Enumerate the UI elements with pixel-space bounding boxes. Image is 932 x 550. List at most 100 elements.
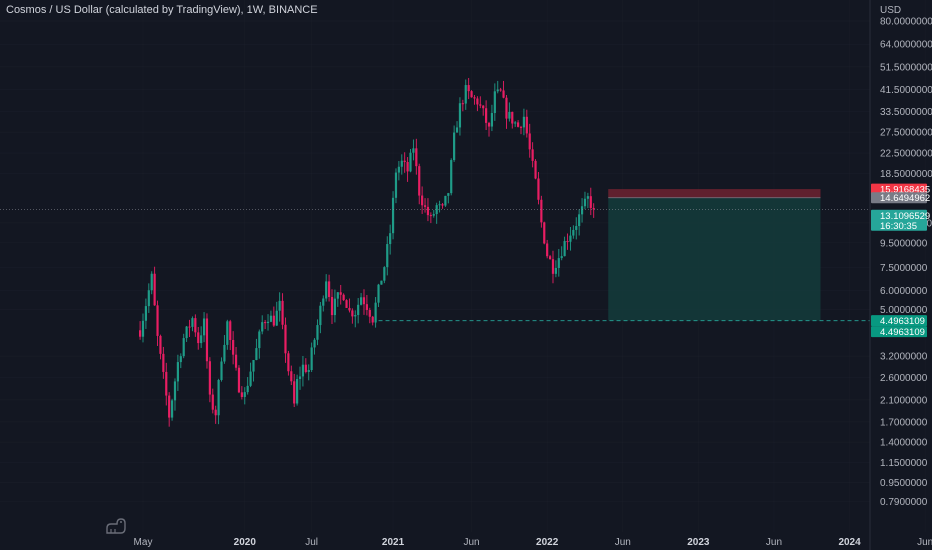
- candle: [441, 203, 444, 209]
- candle-body: [342, 294, 345, 301]
- time-tick-label: May: [134, 537, 153, 548]
- tradingview-logo-icon[interactable]: [104, 516, 130, 534]
- candle-body: [487, 122, 491, 127]
- candle: [284, 317, 287, 363]
- time-axis[interactable]: May 2020 Jul 2021 Jun 2022 Jun 2023 Jun 2024 Jun: [134, 537, 932, 548]
- candle-body: [188, 326, 191, 328]
- candle-body: [482, 105, 485, 109]
- candle-body: [572, 229, 575, 236]
- chart-title: Cosmos / US Dollar (calculated by Tradin…: [6, 4, 318, 16]
- candle: [464, 79, 467, 110]
- candle-body: [266, 321, 270, 324]
- candle-body: [423, 205, 427, 207]
- candle-body: [220, 361, 223, 380]
- candle-body: [138, 330, 142, 337]
- candle: [357, 298, 360, 324]
- candle: [202, 312, 206, 343]
- candle-body: [202, 318, 206, 336]
- candle-body: [348, 307, 351, 311]
- candle: [287, 350, 290, 376]
- price-tag-value: 4.4963109: [880, 316, 925, 327]
- candle: [551, 250, 555, 284]
- candle-body: [516, 122, 520, 127]
- candle: [150, 271, 153, 295]
- take-profit-zone[interactable]: [608, 197, 821, 321]
- candle: [511, 111, 514, 129]
- candle: [450, 158, 453, 196]
- price-tag-background: [871, 183, 927, 195]
- candle-body: [234, 354, 238, 368]
- candle-body: [409, 152, 412, 172]
- candle-body: [319, 305, 322, 326]
- candle-body: [258, 331, 261, 349]
- candle: [336, 291, 339, 307]
- candle: [153, 266, 156, 306]
- candle-body: [336, 292, 339, 299]
- candle: [258, 329, 261, 359]
- candle-body: [432, 214, 435, 216]
- price-tag-value: 13.1096529: [880, 211, 930, 222]
- candle-body: [403, 160, 406, 162]
- candle: [176, 354, 179, 391]
- candle-body: [496, 89, 499, 92]
- short-position-tool[interactable]: [608, 189, 821, 321]
- stop-loss-zone[interactable]: [608, 189, 821, 198]
- candle-body: [386, 244, 389, 268]
- time-tick-label: Jun: [917, 537, 932, 548]
- candle-body: [357, 304, 360, 315]
- candle: [455, 121, 459, 133]
- price-tag-entry: 14.6494962: [871, 192, 930, 204]
- candle: [458, 97, 462, 136]
- price-tick-label: 1.7000000: [880, 417, 928, 428]
- price-lines: [0, 208, 870, 322]
- candle-body: [310, 347, 313, 371]
- candle-body: [351, 310, 354, 317]
- candle: [432, 210, 435, 218]
- candle: [246, 377, 249, 395]
- candle: [237, 365, 241, 394]
- candle-body: [264, 322, 267, 324]
- candle: [266, 314, 270, 331]
- candle: [243, 387, 246, 405]
- candle-body: [293, 381, 296, 404]
- candle: [502, 80, 505, 99]
- price-tick-label: 22.5000000: [880, 149, 932, 160]
- candle-body: [450, 160, 453, 194]
- candle: [505, 95, 508, 129]
- price-tick-label: 1.4000000: [880, 438, 928, 449]
- price-tag-value: 4.4963109: [880, 327, 925, 338]
- candle: [229, 319, 232, 351]
- candle-body: [426, 206, 430, 216]
- price-tick-label: 2.1000000: [880, 395, 928, 406]
- candle-body: [377, 284, 380, 303]
- candle: [275, 301, 278, 326]
- candle: [426, 198, 430, 222]
- candle: [586, 192, 589, 209]
- candle: [423, 198, 427, 213]
- candle-body: [313, 339, 316, 348]
- candle: [141, 313, 145, 343]
- candle: [351, 308, 354, 324]
- candle: [473, 94, 476, 105]
- candle: [252, 359, 255, 382]
- candle: [220, 357, 223, 382]
- candle: [537, 171, 540, 205]
- candle: [377, 283, 380, 308]
- candle-body: [322, 298, 325, 306]
- candle: [362, 289, 366, 315]
- price-tick-label: 1.1500000: [880, 458, 928, 469]
- candle-body: [197, 332, 200, 344]
- candle: [467, 77, 470, 100]
- candle-body: [316, 325, 319, 340]
- candle: [592, 203, 595, 218]
- candle-body: [333, 298, 337, 316]
- candle-body: [580, 206, 584, 215]
- candle: [543, 221, 546, 245]
- candle: [569, 227, 572, 251]
- candle-body: [429, 215, 432, 217]
- candle-body: [307, 370, 310, 372]
- candle: [310, 342, 313, 372]
- candle-body: [441, 204, 444, 206]
- candle-body: [301, 364, 305, 377]
